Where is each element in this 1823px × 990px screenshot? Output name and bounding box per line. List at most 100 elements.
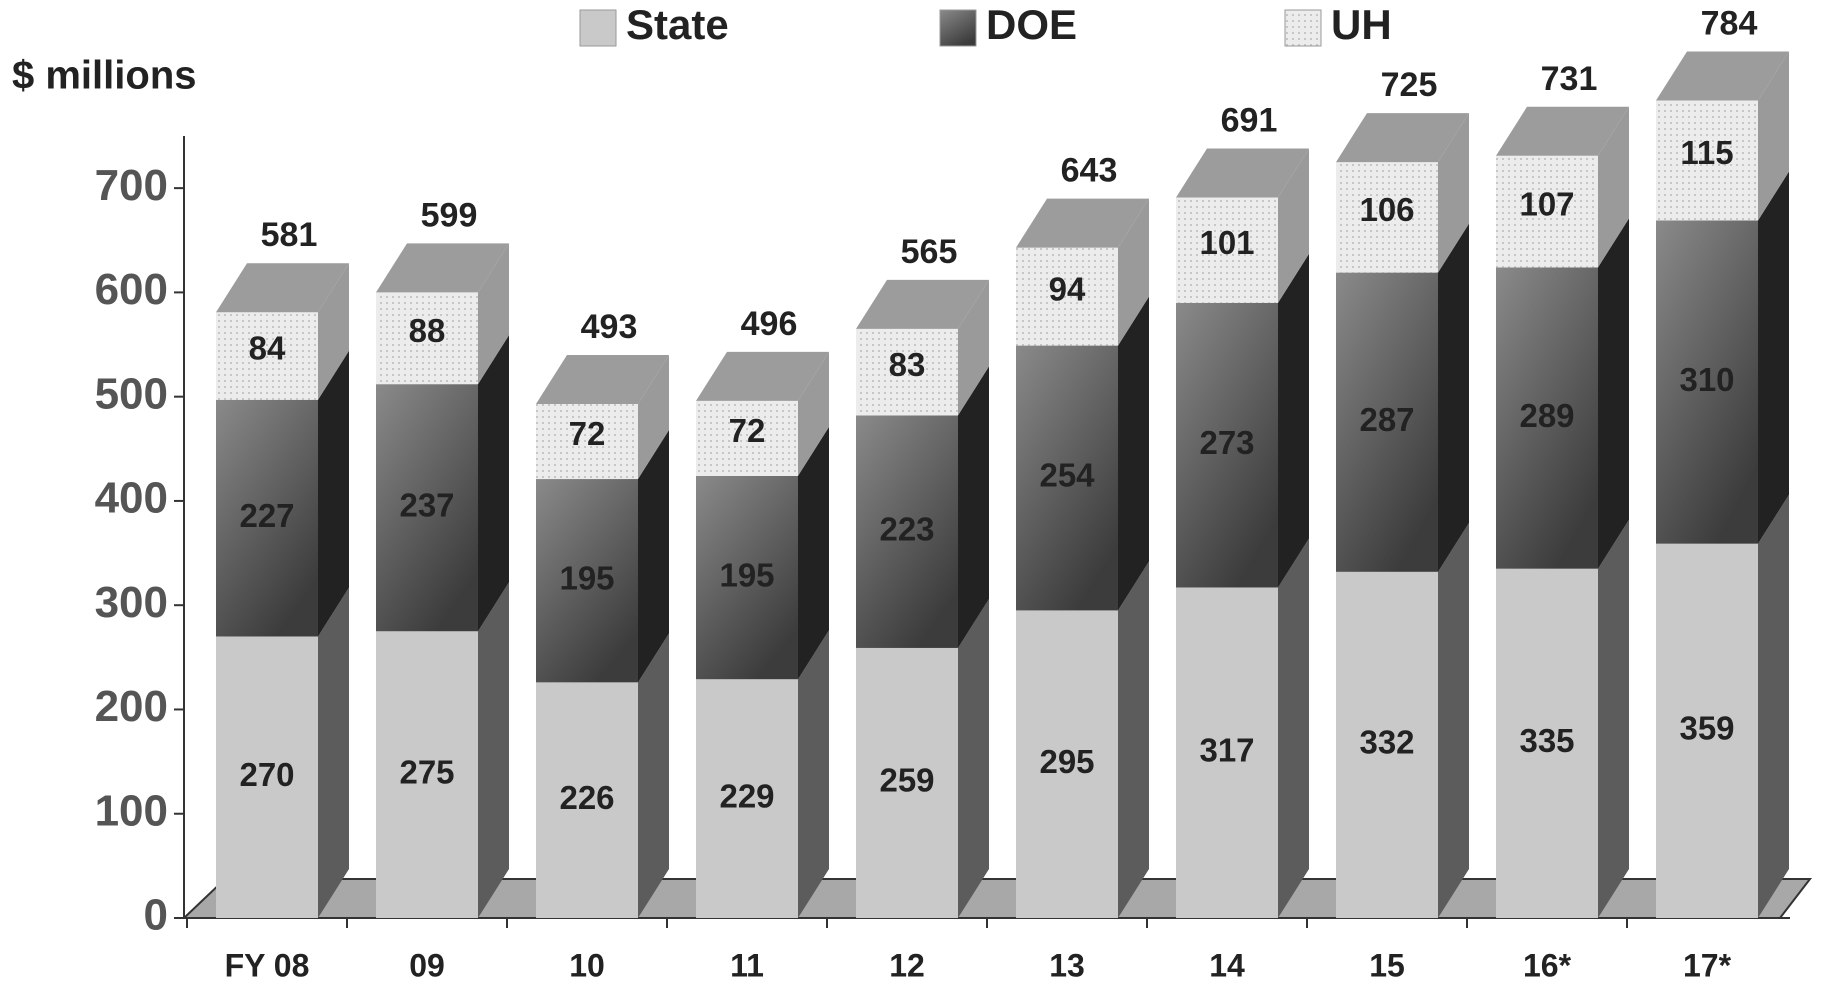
segment-label: 84 xyxy=(249,330,286,367)
y-tick-label: 600 xyxy=(95,265,168,314)
segment-label: 275 xyxy=(399,753,454,790)
bar-segment xyxy=(1176,587,1278,918)
bar-segment xyxy=(216,636,318,918)
segment-label: 72 xyxy=(729,412,766,449)
bar-segment xyxy=(856,328,958,416)
bar-segment xyxy=(1016,345,1118,611)
segment-label: 115 xyxy=(1680,134,1733,171)
legend-swatch xyxy=(939,9,977,47)
y-tick-label: 300 xyxy=(95,578,168,627)
bar-top xyxy=(1656,51,1789,101)
total-label: 599 xyxy=(421,196,478,234)
bar-segment xyxy=(1656,100,1758,221)
bar-side xyxy=(638,633,669,918)
segment-label: 259 xyxy=(879,762,934,799)
bar-side xyxy=(1278,148,1309,303)
segment-label: 289 xyxy=(1519,397,1574,434)
segment-label: 229 xyxy=(719,777,774,814)
bar-segment xyxy=(856,647,958,918)
total-label: 496 xyxy=(741,305,798,343)
x-tick-label: 12 xyxy=(889,947,925,983)
bar-segment xyxy=(1176,302,1278,588)
x-tick-label: 09 xyxy=(409,947,445,983)
bar-side xyxy=(1438,113,1469,273)
bar-side xyxy=(478,582,509,918)
segment-label: 72 xyxy=(569,415,606,452)
bar-side xyxy=(318,587,349,918)
x-tick-label: 11 xyxy=(730,947,764,983)
segment-label: 335 xyxy=(1519,722,1574,759)
legend-swatch xyxy=(579,9,617,47)
x-tick-label: FY 08 xyxy=(225,947,310,983)
x-tick-label: 10 xyxy=(569,947,605,983)
bar-side xyxy=(1118,561,1149,918)
total-label: 643 xyxy=(1061,152,1118,190)
segment-label: 317 xyxy=(1199,731,1254,768)
bar-side xyxy=(1598,218,1629,569)
bar-segment xyxy=(536,682,638,918)
bar-segment xyxy=(856,415,958,648)
legend-swatch xyxy=(1284,9,1322,47)
bar-side xyxy=(638,354,669,480)
y-tick-label: 400 xyxy=(95,474,168,523)
bar-segment xyxy=(1496,267,1598,569)
bar-side xyxy=(1598,106,1629,268)
bar-side xyxy=(1118,296,1149,611)
bar-segment xyxy=(1016,247,1118,346)
y-tick-label: 500 xyxy=(95,369,168,418)
bar-side xyxy=(1278,253,1309,588)
bar-segment xyxy=(696,475,798,680)
segment-label: 227 xyxy=(239,497,294,534)
total-label: 725 xyxy=(1381,66,1438,104)
legend-label: State xyxy=(626,1,729,48)
segment-label: 195 xyxy=(719,556,774,593)
bar-side xyxy=(1758,51,1789,221)
bar-side xyxy=(798,630,829,918)
bar-segment xyxy=(376,292,478,385)
segment-label: 273 xyxy=(1199,424,1254,461)
bar-side xyxy=(958,279,989,416)
y-axis-label: $ millions xyxy=(12,54,197,98)
bar-segment xyxy=(1336,272,1438,572)
bar-top xyxy=(1336,113,1469,163)
bar-segment xyxy=(536,479,638,683)
bar-side xyxy=(478,243,509,385)
bar-side xyxy=(1438,223,1469,572)
bar-segment xyxy=(1656,543,1758,918)
segment-label: 295 xyxy=(1039,743,1094,780)
total-label: 565 xyxy=(901,233,958,271)
bar-segment xyxy=(1016,610,1118,918)
segment-label: 195 xyxy=(559,559,614,596)
bar-segment xyxy=(216,312,318,400)
y-tick-label: 0 xyxy=(144,891,168,940)
bar-top xyxy=(856,279,989,329)
segment-label: 287 xyxy=(1359,401,1414,438)
bar-side xyxy=(318,350,349,637)
bar-segment xyxy=(1496,155,1598,268)
bar-top xyxy=(1176,148,1309,198)
x-tick-label: 16* xyxy=(1523,947,1572,983)
total-label: 784 xyxy=(1701,5,1758,43)
segment-label: 254 xyxy=(1039,457,1095,494)
total-label: 731 xyxy=(1541,60,1598,98)
bar-side xyxy=(798,351,829,476)
legend-label: DOE xyxy=(986,1,1077,48)
bar-side xyxy=(478,335,509,632)
y-tick-label: 700 xyxy=(95,161,168,210)
segment-label: 101 xyxy=(1199,224,1254,261)
bar-top xyxy=(1496,106,1629,156)
segment-label: 106 xyxy=(1359,191,1414,228)
bar-segment xyxy=(696,400,798,476)
segment-label: 226 xyxy=(559,779,614,816)
bar-side xyxy=(1758,171,1789,544)
legend-label: UH xyxy=(1331,1,1392,48)
bar-side xyxy=(1758,494,1789,918)
x-tick-label: 17* xyxy=(1683,947,1732,983)
total-label: 493 xyxy=(581,308,638,346)
bar-segment xyxy=(1336,162,1438,273)
bar-side xyxy=(1278,538,1309,918)
bar-side xyxy=(1598,519,1629,918)
y-tick-label: 200 xyxy=(95,682,168,731)
bar-segment xyxy=(1496,568,1598,918)
